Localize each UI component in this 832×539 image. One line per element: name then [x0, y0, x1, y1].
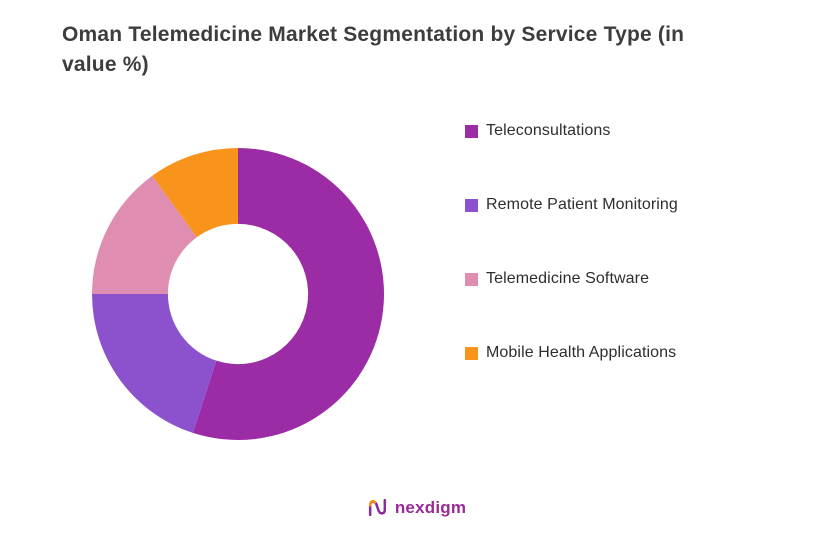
donut-segment-3: [152, 148, 238, 238]
legend-label: Mobile Health Applications: [486, 344, 677, 361]
legend-swatch: [465, 124, 478, 138]
legend-item: Teleconsultations: [465, 121, 678, 141]
legend-label: Telemedicine Software: [486, 270, 650, 287]
donut-chart: [92, 148, 384, 441]
brand-name: nexdigm: [394, 497, 467, 517]
legend-item: Mobile Health Applications: [465, 343, 678, 363]
nexdigm-logo-icon: [366, 496, 389, 519]
legend-item: Telemedicine Software: [465, 269, 678, 289]
legend-label: Remote Patient Monitoring: [486, 196, 678, 213]
legend-swatch: [465, 346, 478, 360]
donut-segment-2: [92, 175, 197, 294]
donut-segment-1: [92, 294, 217, 433]
chart-title: Oman Telemedicine Market Segmentation by…: [62, 23, 685, 76]
legend: Teleconsultations Remote Patient Monitori…: [465, 121, 678, 363]
footer-brand: nexdigm: [0, 496, 832, 519]
legend-swatch: [465, 198, 478, 212]
legend-label: Teleconsultations: [486, 122, 611, 139]
legend-item: Remote Patient Monitoring: [465, 195, 678, 215]
donut-segment-0: [192, 148, 384, 441]
legend-swatch: [465, 272, 478, 286]
donut-chart-area: [92, 148, 384, 441]
